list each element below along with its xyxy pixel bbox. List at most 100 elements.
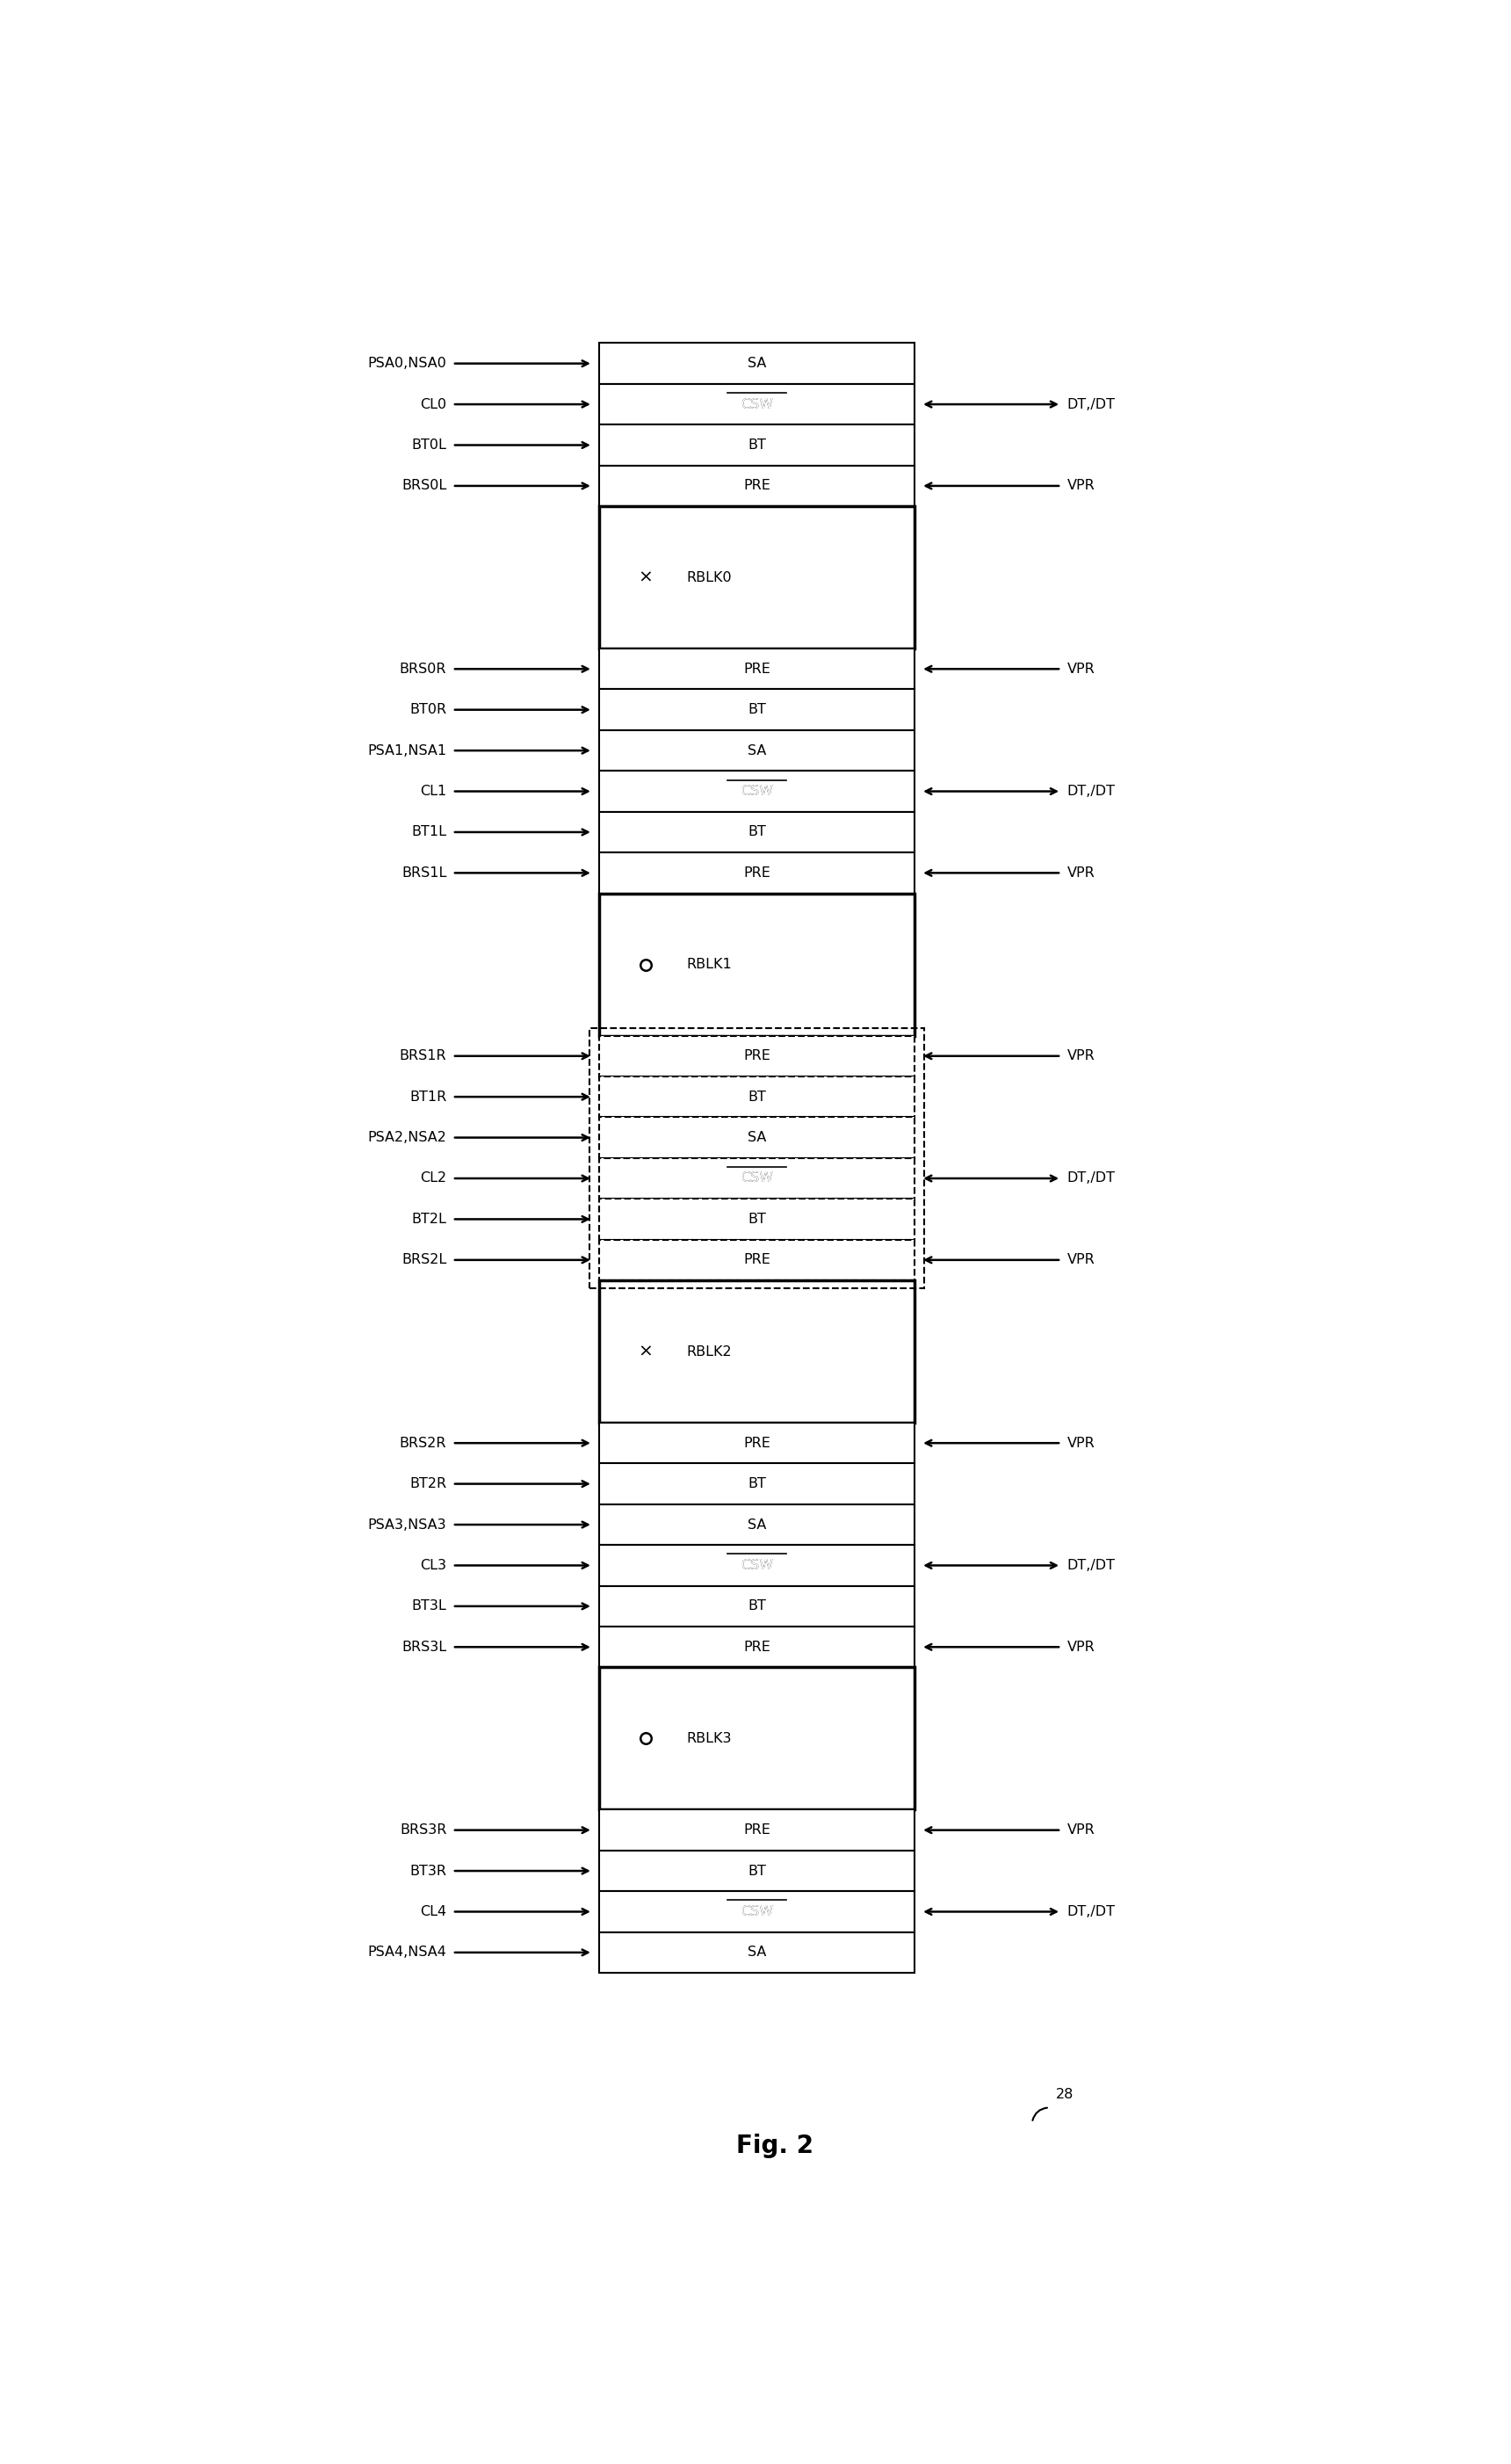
- Text: VPR: VPR: [1067, 1641, 1095, 1653]
- Bar: [598, 1892, 916, 1932]
- Text: DT,/DT: DT,/DT: [1067, 1173, 1115, 1185]
- Text: DT,/DT: DT,/DT: [1067, 784, 1115, 798]
- Text: BRS3L: BRS3L: [402, 1641, 447, 1653]
- Text: SA: SA: [748, 357, 766, 370]
- Bar: [598, 648, 916, 690]
- Text: CSW: CSW: [740, 1560, 774, 1572]
- Text: BT: BT: [748, 1089, 766, 1104]
- Text: PRE: PRE: [743, 663, 771, 675]
- Bar: [598, 1035, 916, 1077]
- Text: BT2L: BT2L: [411, 1212, 447, 1225]
- Text: BT: BT: [748, 1865, 766, 1878]
- Bar: [598, 1545, 916, 1587]
- Text: DT,/DT: DT,/DT: [1067, 397, 1115, 411]
- Text: ×: ×: [638, 569, 653, 586]
- Text: VPR: VPR: [1067, 1254, 1095, 1266]
- Bar: [598, 1422, 916, 1464]
- Text: RBLK1: RBLK1: [686, 958, 731, 971]
- Text: CSW: CSW: [740, 1173, 774, 1185]
- Text: CSW: CSW: [740, 1560, 774, 1572]
- Text: BRS1R: BRS1R: [399, 1050, 447, 1062]
- Text: BRS2L: BRS2L: [402, 1254, 447, 1266]
- Text: PRE: PRE: [743, 1823, 771, 1836]
- Text: CSW: CSW: [740, 1173, 774, 1185]
- Text: PRE: PRE: [743, 1641, 771, 1653]
- Text: RBLK2: RBLK2: [686, 1345, 731, 1358]
- Text: BRS1L: BRS1L: [402, 867, 447, 880]
- Text: CSW: CSW: [740, 397, 774, 411]
- Bar: [598, 894, 916, 1035]
- Text: PSA4,NSA4: PSA4,NSA4: [367, 1947, 447, 1959]
- Bar: [598, 1116, 916, 1158]
- Text: VPR: VPR: [1067, 867, 1095, 880]
- Text: PSA0,NSA0: PSA0,NSA0: [367, 357, 447, 370]
- Text: BT3L: BT3L: [411, 1599, 447, 1614]
- Text: ×: ×: [638, 1343, 653, 1360]
- Text: DT,/DT: DT,/DT: [1067, 1560, 1115, 1572]
- Bar: [598, 342, 916, 384]
- Bar: [598, 1077, 916, 1116]
- Text: CSW: CSW: [740, 784, 774, 798]
- Bar: [598, 1281, 916, 1422]
- Text: PRE: PRE: [743, 1437, 771, 1449]
- Bar: [589, 1027, 925, 1289]
- Text: PRE: PRE: [743, 1050, 771, 1062]
- Text: BT0R: BT0R: [409, 702, 447, 717]
- Text: VPR: VPR: [1067, 663, 1095, 675]
- Text: VPR: VPR: [1067, 1823, 1095, 1836]
- Bar: [598, 424, 916, 466]
- Bar: [598, 1200, 916, 1239]
- Bar: [598, 1587, 916, 1626]
- Bar: [598, 1932, 916, 1974]
- Text: BT: BT: [748, 825, 766, 838]
- Text: CL3: CL3: [420, 1560, 447, 1572]
- Text: CL2: CL2: [420, 1173, 447, 1185]
- Bar: [598, 1158, 916, 1200]
- Bar: [598, 1668, 916, 1809]
- Text: RBLK0: RBLK0: [686, 572, 731, 584]
- Text: SA: SA: [748, 1947, 766, 1959]
- Text: CSW: CSW: [740, 397, 774, 411]
- Bar: [598, 729, 916, 771]
- Text: CL1: CL1: [420, 784, 447, 798]
- Text: BRS0R: BRS0R: [399, 663, 447, 675]
- Text: PSA2,NSA2: PSA2,NSA2: [367, 1131, 447, 1143]
- Text: PRE: PRE: [743, 480, 771, 493]
- Bar: [598, 1503, 916, 1545]
- Text: CSW: CSW: [740, 1905, 774, 1919]
- Text: BT1R: BT1R: [409, 1089, 447, 1104]
- Bar: [598, 466, 916, 505]
- Text: Fig. 2: Fig. 2: [736, 2134, 813, 2158]
- Text: VPR: VPR: [1067, 1050, 1095, 1062]
- Text: BT0L: BT0L: [411, 439, 447, 451]
- Bar: [598, 811, 916, 853]
- Text: BT3R: BT3R: [409, 1865, 447, 1878]
- Bar: [598, 384, 916, 424]
- Text: CL4: CL4: [420, 1905, 447, 1919]
- Text: BT: BT: [748, 702, 766, 717]
- Text: PSA1,NSA1: PSA1,NSA1: [367, 744, 447, 756]
- Bar: [598, 505, 916, 648]
- Bar: [598, 1464, 916, 1503]
- Text: BT: BT: [748, 1212, 766, 1225]
- Text: PSA3,NSA3: PSA3,NSA3: [367, 1518, 447, 1530]
- Bar: [598, 1850, 916, 1892]
- Text: PRE: PRE: [743, 1254, 771, 1266]
- Text: BT: BT: [748, 1478, 766, 1491]
- Text: CL0: CL0: [420, 397, 447, 411]
- Text: CSW: CSW: [740, 784, 774, 798]
- Bar: [598, 1239, 916, 1281]
- Text: RBLK3: RBLK3: [686, 1732, 731, 1745]
- Bar: [598, 771, 916, 811]
- Text: BT: BT: [748, 1599, 766, 1614]
- Bar: [598, 1626, 916, 1668]
- Text: VPR: VPR: [1067, 1437, 1095, 1449]
- Text: BRS2R: BRS2R: [399, 1437, 447, 1449]
- Text: BRS0L: BRS0L: [402, 480, 447, 493]
- Text: BT1L: BT1L: [411, 825, 447, 838]
- Text: 28: 28: [1055, 2087, 1073, 2102]
- Text: BRS3R: BRS3R: [399, 1823, 447, 1836]
- Text: SA: SA: [748, 744, 766, 756]
- Text: BT2R: BT2R: [409, 1478, 447, 1491]
- Text: BT: BT: [748, 439, 766, 451]
